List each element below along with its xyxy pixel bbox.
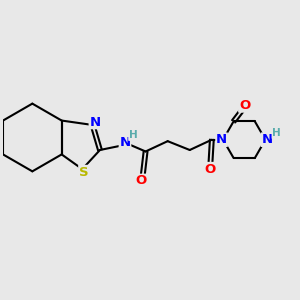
Text: N: N bbox=[119, 136, 130, 149]
Text: H: H bbox=[129, 130, 138, 140]
Text: O: O bbox=[136, 174, 147, 188]
Text: N: N bbox=[216, 133, 227, 146]
Text: S: S bbox=[79, 166, 88, 178]
Text: O: O bbox=[204, 163, 215, 176]
Text: N: N bbox=[261, 133, 272, 146]
Text: N: N bbox=[89, 116, 100, 128]
Text: H: H bbox=[272, 128, 281, 138]
Text: O: O bbox=[239, 99, 250, 112]
